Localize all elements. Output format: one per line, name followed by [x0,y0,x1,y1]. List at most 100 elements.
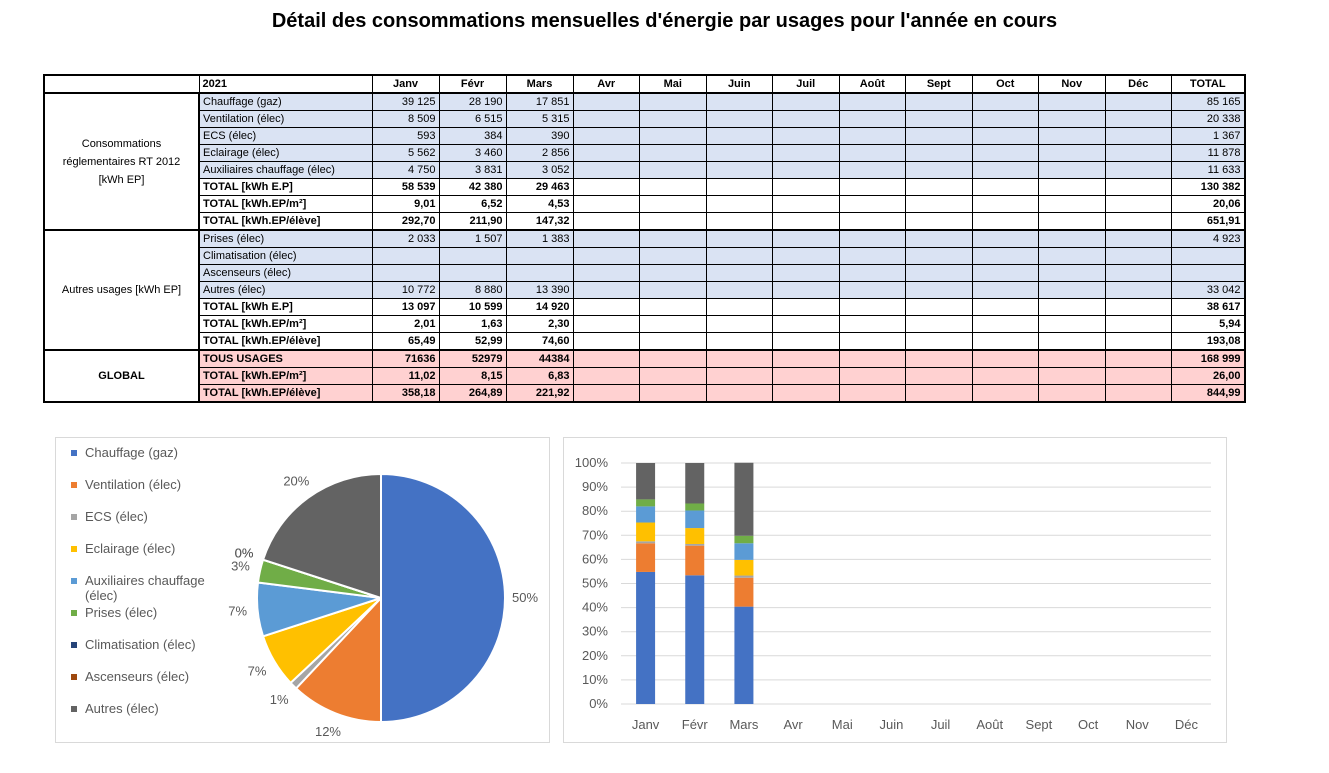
page-title: Détail des consommations mensuelles d'én… [271,10,1058,32]
value-cell [971,264,1039,282]
value-cell: 593 [371,127,440,145]
row-label: TOTAL [kWh.EP/m²] [198,195,373,213]
total-cell: 1 367 [1171,127,1245,145]
table-row: TOTAL [kWh.EP/m²] 9,01 6,52 4,53 20,06 [44,195,1245,213]
table-row: Climatisation (élec) [44,247,1245,265]
total-cell: 130 382 [1171,178,1245,196]
bar-segment [734,575,754,578]
value-cell [772,110,840,128]
header-cell: Déc [1104,74,1172,94]
header-row: 2021 Janv Févr Mars Avr Mai Juin Juil Août Sept Oc… [43,74,1245,94]
legend-swatch [71,450,77,456]
value-cell: 221,92 [505,384,574,403]
header-cell: Janv [371,74,440,94]
value-cell: 3 831 [438,161,507,179]
y-tick-label: 30% [582,624,608,639]
header-cell: Juin [705,74,773,94]
value-cell [905,247,973,265]
value-cell: 264,89 [438,384,507,403]
value-cell [838,384,906,403]
value-cell: 10 772 [371,281,440,299]
bar-segment [685,545,705,576]
value-cell [971,144,1039,162]
value-cell [971,229,1039,248]
value-cell [705,298,773,316]
value-cell: 2,30 [505,315,574,333]
group-label: Consommations réglementaires RT 2012 [kW… [43,92,200,231]
value-cell [772,367,840,385]
value-cell [705,195,773,213]
value-cell: 52,99 [438,332,507,351]
value-cell [639,367,707,385]
value-cell: 28 190 [438,92,507,111]
legend-label: Eclairage (élec) [85,541,176,556]
header-cell: 2021 [198,74,373,94]
value-cell: 6,83 [505,367,574,385]
total-cell [1171,264,1245,282]
value-cell [1104,127,1172,145]
header-cell: Mars [505,74,574,94]
value-cell [505,264,574,282]
value-cell [639,384,707,403]
value-cell [1038,110,1106,128]
table-wrap: 2021 Janv Févr Mars Avr Mai Juin Juil Août Sept Oc… [43,74,1246,403]
value-cell [905,110,973,128]
corner-cell [43,74,200,94]
header-cell: Juil [772,74,840,94]
row-label: Auxiliaires chauffage (élec) [198,161,373,179]
value-cell [705,349,773,368]
bar-segment [734,543,754,560]
value-cell [905,127,973,145]
value-cell [639,195,707,213]
total-cell: 33 042 [1171,281,1245,299]
value-cell [1038,127,1106,145]
bar-segment [734,606,754,704]
value-cell [971,367,1039,385]
energy-table: 2021 Janv Févr Mars Avr Mai Juin Juil Août Sept Oc… [43,74,1246,403]
value-cell [772,161,840,179]
value-cell [772,298,840,316]
value-cell [838,110,906,128]
value-cell [572,281,640,299]
legend-label: Auxiliaires chauffage (élec) [85,573,205,603]
value-cell [838,212,906,231]
value-cell [1104,92,1172,111]
value-cell [1038,92,1106,111]
value-cell [639,212,707,231]
x-tick-label: Oct [1078,717,1099,732]
value-cell [1038,367,1106,385]
table-row: TOTAL [kWh E.P] 13 097 10 599 14 920 38 617 [44,298,1245,316]
x-tick-label: Août [976,717,1003,732]
value-cell: 211,90 [438,212,507,231]
value-cell [1038,161,1106,179]
row-label: TOTAL [kWh.EP/m²] [198,315,373,333]
value-cell [772,264,840,282]
legend-item: Eclairage (élec) [71,541,225,556]
bar-segment [685,510,705,529]
slice-label: 7% [248,663,267,678]
value-cell [1038,281,1106,299]
value-cell [1104,384,1172,403]
value-cell [772,127,840,145]
row-label: Ventilation (élec) [198,110,373,128]
header-cell: Mai [639,74,707,94]
table-row: ECS (élec) 593 384 390 1 367 [44,127,1245,145]
value-cell [572,367,640,385]
legend-item: Auxiliaires chauffage (élec) [71,573,225,603]
bar-segment [734,535,754,544]
y-tick-label: 70% [582,527,608,542]
x-tick-label: Juin [879,717,903,732]
x-tick-label: Févr [682,717,709,732]
value-cell [905,92,973,111]
value-cell: 292,70 [371,212,440,231]
value-cell [572,110,640,128]
header-cell: Sept [905,74,973,94]
header-cell: Févr [438,74,507,94]
group-label: GLOBAL [43,349,200,403]
bar-segment [636,543,656,572]
value-cell [971,127,1039,145]
legend-label: Climatisation (élec) [85,637,196,652]
value-cell [505,247,574,265]
x-tick-label: Avr [783,717,803,732]
value-cell [639,332,707,351]
